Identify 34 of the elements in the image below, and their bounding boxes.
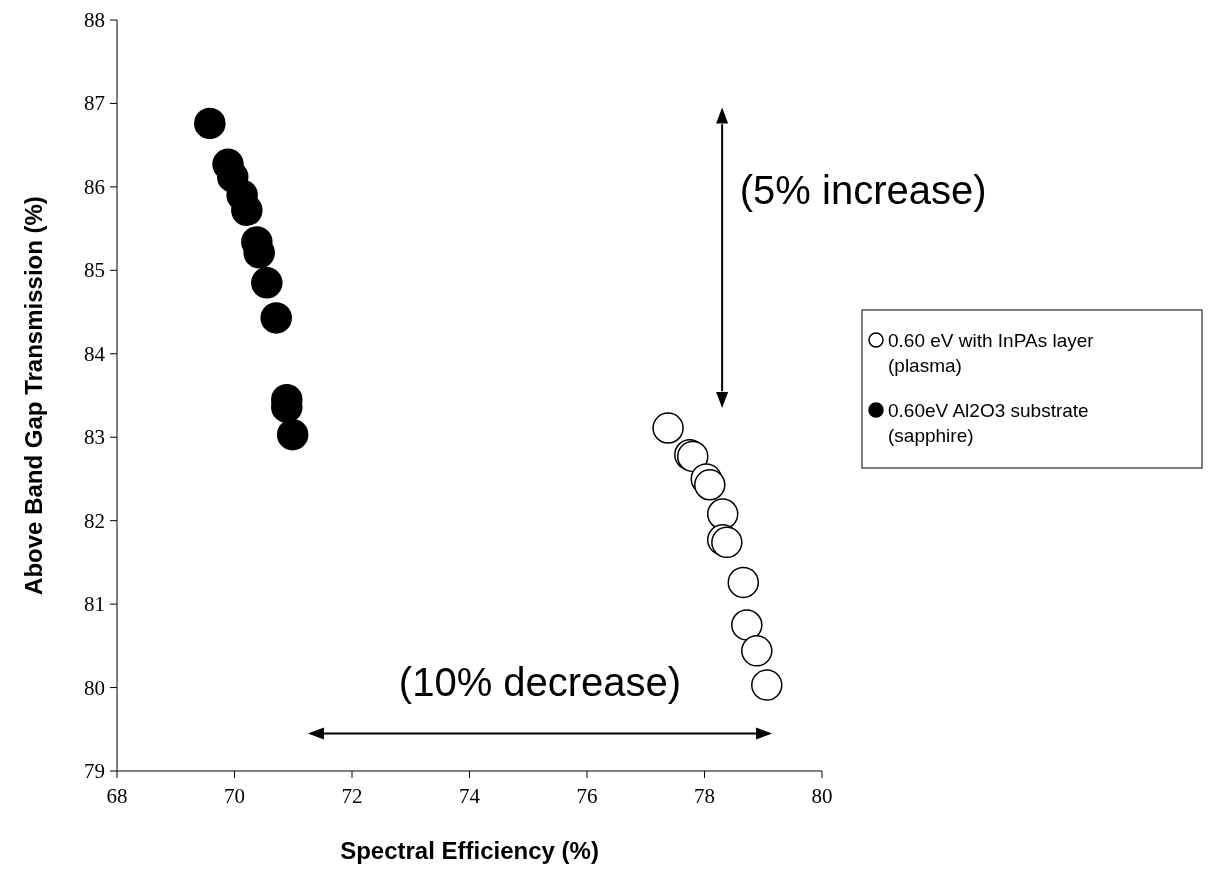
x-axis-title: Spectral Efficiency (%) — [340, 837, 599, 864]
point — [194, 107, 226, 140]
y-tick-label: 82 — [84, 508, 105, 533]
y-tick-label: 87 — [84, 91, 105, 116]
point — [694, 469, 726, 501]
y-tick-label: 80 — [84, 675, 105, 700]
x-tick-label: 78 — [694, 784, 715, 808]
x-tick-label: 76 — [576, 784, 598, 808]
point — [727, 566, 760, 599]
x-tick-label: 80 — [811, 784, 833, 808]
point — [731, 609, 763, 641]
x-tick-label: 68 — [106, 784, 128, 808]
y-tick-label: 85 — [84, 258, 105, 283]
point — [706, 498, 739, 530]
legend-label: 0.60 eV with InPAs layer (plasma) — [888, 330, 1095, 376]
x-tick-label: 70 — [224, 784, 245, 808]
y-tick-label: 86 — [84, 174, 105, 199]
y-tick-label: 84 — [84, 341, 106, 366]
y-tick-label: 79 — [84, 759, 105, 783]
y-tick-label: 83 — [84, 425, 105, 450]
point — [652, 412, 684, 444]
point — [251, 267, 283, 299]
y-tick-label: 81 — [84, 592, 105, 617]
legend-label: 0.60eV Al2O3 substrate (sapphire) — [888, 400, 1089, 446]
point — [276, 418, 309, 451]
point — [260, 302, 292, 334]
y-axis-title: Above Band Gap Transmission (%) — [20, 196, 47, 595]
point — [751, 669, 783, 701]
point — [741, 635, 773, 667]
y-tick-label: 88 — [84, 8, 105, 32]
x-tick-label: 74 — [459, 784, 481, 808]
annotation: (5% increase) — [739, 167, 987, 212]
annotation: (10% decrease) — [398, 659, 682, 704]
x-tick-label: 72 — [341, 784, 363, 808]
